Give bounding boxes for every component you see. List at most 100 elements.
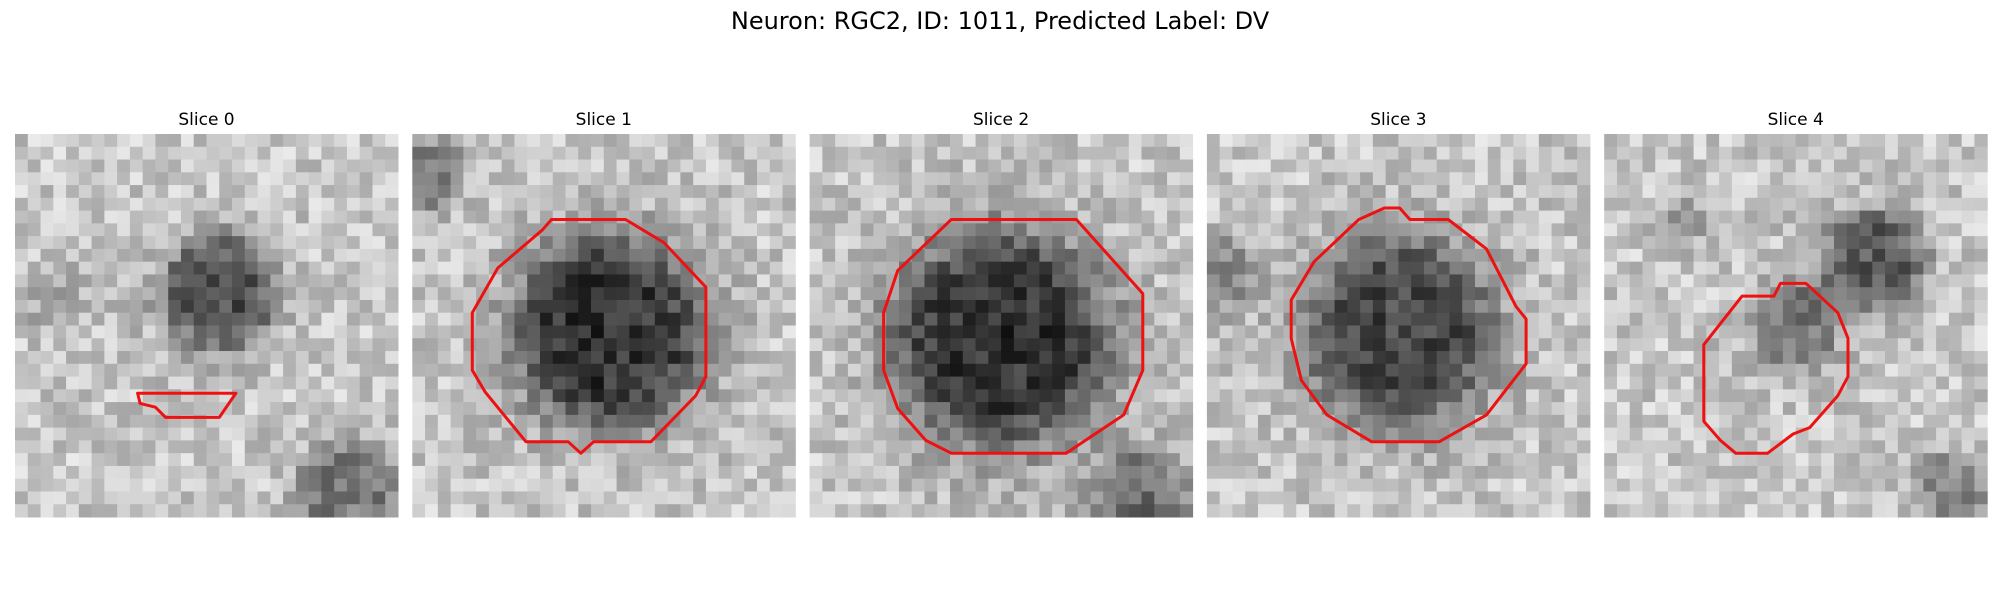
pixel <box>321 376 335 390</box>
pixel <box>1090 159 1104 173</box>
pixel <box>1757 261 1771 275</box>
pixel <box>898 504 913 518</box>
pixel <box>514 363 528 378</box>
pixel <box>1347 427 1361 441</box>
pixel <box>501 351 515 365</box>
pixel <box>629 236 643 250</box>
pixel <box>1551 185 1565 199</box>
pixel <box>463 478 477 492</box>
pixel <box>91 465 105 480</box>
pixel <box>1680 491 1695 505</box>
pixel <box>1923 287 1937 301</box>
pixel <box>1897 427 1912 441</box>
pixel <box>1910 376 1924 390</box>
pixel <box>1116 299 1130 314</box>
pixel <box>488 504 503 518</box>
pixel <box>680 223 694 237</box>
pixel <box>565 299 579 314</box>
pixel <box>1321 146 1336 161</box>
pixel <box>1808 223 1822 237</box>
pixel <box>501 389 515 403</box>
pixel <box>1897 389 1912 403</box>
pixel <box>769 134 784 148</box>
pixel <box>1757 402 1771 416</box>
pixel <box>1770 134 1784 148</box>
pixel <box>180 261 195 275</box>
pixel <box>873 134 887 148</box>
pixel <box>1782 197 1797 212</box>
pixel <box>1757 223 1771 237</box>
pixel <box>53 402 67 416</box>
pixel <box>425 465 439 480</box>
pixel <box>1604 159 1618 173</box>
pixel <box>898 159 913 173</box>
pixel <box>1629 402 1643 416</box>
pixel <box>962 197 977 212</box>
pixel <box>680 351 694 365</box>
pixel <box>1680 312 1695 326</box>
pixel <box>129 312 144 326</box>
pixel <box>886 236 900 250</box>
pixel <box>117 159 131 173</box>
pixel <box>1782 376 1797 390</box>
pixel <box>232 338 246 352</box>
pixel <box>1604 363 1618 378</box>
pixel <box>1116 504 1130 518</box>
pixel <box>463 185 477 199</box>
pixel <box>1923 210 1937 224</box>
pixel <box>924 172 938 186</box>
pixel <box>1616 491 1631 505</box>
pixel <box>1449 325 1463 339</box>
pixel <box>321 287 335 301</box>
pixel <box>1270 248 1284 263</box>
pixel <box>1245 159 1259 173</box>
pixel <box>359 465 373 480</box>
pixel <box>334 465 348 480</box>
pixel <box>1154 223 1168 237</box>
pixel <box>1449 236 1463 250</box>
pixel <box>117 210 131 224</box>
pixel <box>463 312 477 326</box>
pixel <box>66 312 80 326</box>
pixel <box>1283 248 1297 263</box>
pixel <box>527 159 541 173</box>
pixel <box>1090 491 1104 505</box>
pixel <box>835 287 849 301</box>
pixel <box>1206 351 1221 365</box>
pixel <box>1090 172 1104 186</box>
pixel <box>1245 504 1259 518</box>
pixel <box>257 363 271 378</box>
pixel <box>1283 478 1297 492</box>
pixel <box>1141 363 1155 378</box>
pixel <box>129 210 144 224</box>
pixel <box>911 465 925 480</box>
pixel <box>1538 312 1553 326</box>
pixel <box>244 427 259 441</box>
pixel <box>1551 236 1565 250</box>
pixel <box>476 134 490 148</box>
pixel <box>1257 236 1272 250</box>
pixel <box>1706 261 1720 275</box>
pixel <box>1910 440 1924 454</box>
pixel <box>91 325 105 339</box>
pixel <box>1245 172 1259 186</box>
pixel <box>822 504 836 518</box>
pixel <box>680 427 694 441</box>
pixel <box>1245 351 1259 365</box>
pixel <box>1360 478 1374 492</box>
pixel <box>1719 453 1733 467</box>
pixel <box>450 261 464 275</box>
pixel <box>911 453 925 467</box>
pixel <box>1564 159 1578 173</box>
pixel <box>488 325 503 339</box>
pixel <box>1604 146 1618 161</box>
pixel <box>886 185 900 199</box>
pixel <box>1423 299 1438 314</box>
pixel <box>1270 261 1284 275</box>
pixel <box>1128 134 1143 148</box>
pixel <box>450 389 464 403</box>
pixel <box>1961 299 1975 314</box>
pixel <box>385 146 399 161</box>
pixel <box>1347 312 1361 326</box>
pixel <box>1334 261 1348 275</box>
